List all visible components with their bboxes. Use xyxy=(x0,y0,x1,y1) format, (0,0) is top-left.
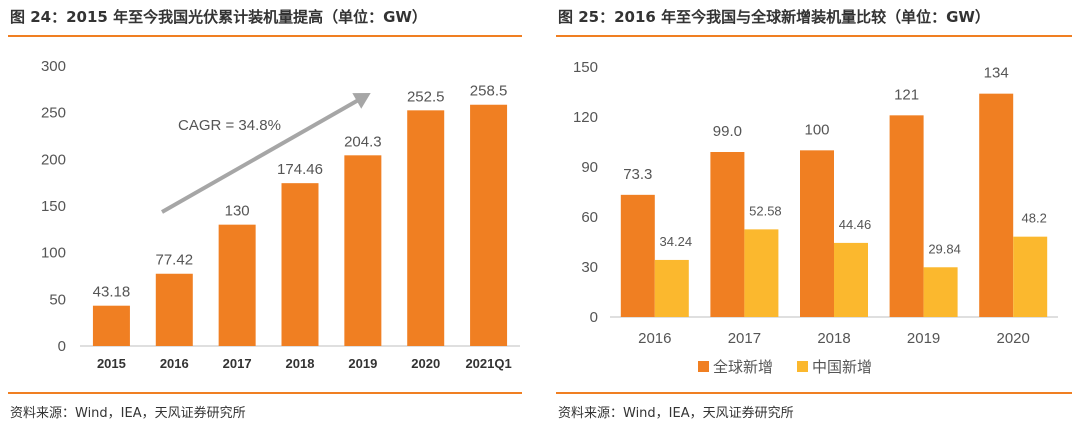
data-label: 77.42 xyxy=(156,252,194,269)
bar-global xyxy=(710,152,745,317)
chart-panel-new-installs: 图 25：2016 年至今我国与全球新增装机量比较（单位：GW） 0 30 60 90… xyxy=(548,0,1080,426)
y-tick-label: 30 xyxy=(581,259,598,276)
x-tick-label: 2016 xyxy=(160,356,189,371)
legend-swatch xyxy=(797,361,809,372)
chart-legend: 全球新增 中国新增 xyxy=(698,356,872,377)
data-label: 174.46 xyxy=(277,161,323,178)
data-label: 130 xyxy=(225,203,250,220)
data-label: 134 xyxy=(984,65,1009,82)
y-tick-label: 0 xyxy=(58,338,66,355)
data-label: 73.3 xyxy=(623,166,652,183)
data-label: 44.46 xyxy=(839,217,872,232)
data-label: 204.3 xyxy=(344,133,382,150)
legend-label: 中国新增 xyxy=(812,358,873,376)
data-label: 121 xyxy=(894,86,919,103)
x-tick-label: 2019 xyxy=(348,356,377,371)
bar-global xyxy=(620,194,655,317)
x-tick-label: 2017 xyxy=(223,356,252,371)
bar xyxy=(218,224,256,346)
legend-item: 中国新增 xyxy=(797,356,872,377)
bar-china xyxy=(1013,236,1048,317)
cagr-annotation: CAGR = 34.8% xyxy=(178,117,281,134)
bar-global xyxy=(889,115,924,317)
bar-china xyxy=(744,229,779,317)
bar xyxy=(281,183,319,346)
trend-arrow-icon xyxy=(161,96,363,214)
data-label: 99.0 xyxy=(713,123,742,140)
source-note: 资料来源：Wind，IEA，天风证券研究所 xyxy=(558,406,794,421)
data-label: 48.2 xyxy=(1022,211,1047,226)
y-tick-label: 300 xyxy=(41,58,66,75)
title-divider xyxy=(8,35,522,37)
y-tick-label: 100 xyxy=(41,245,66,262)
y-tick-label: 150 xyxy=(41,198,66,215)
x-tick-label: 2020 xyxy=(411,356,440,371)
x-tick-label: 2015 xyxy=(97,356,126,371)
data-label: 43.18 xyxy=(93,284,131,301)
bar-china xyxy=(654,259,689,317)
source-divider xyxy=(556,392,1072,394)
legend-swatch xyxy=(698,361,709,372)
x-tick-label: 2018 xyxy=(286,356,315,371)
new-installs-chart: 0 30 60 90 120 150 73.3 34.24 2016 99.0 52.58 2017 1… xyxy=(573,59,1058,347)
bar xyxy=(92,305,130,346)
y-tick-label: 0 xyxy=(590,309,598,326)
x-tick-label: 2019 xyxy=(907,330,940,347)
bar-global xyxy=(979,93,1014,318)
bar xyxy=(344,155,382,346)
y-tick-label: 60 xyxy=(581,209,598,226)
source-divider xyxy=(8,392,522,394)
arrow-head-icon xyxy=(352,93,371,109)
source-note: 资料来源：Wind，IEA，天风证券研究所 xyxy=(10,406,246,421)
data-label: 52.58 xyxy=(749,203,782,218)
title-divider xyxy=(556,35,1072,37)
y-tick-label: 50 xyxy=(49,291,66,308)
y-tick-label: 250 xyxy=(41,105,66,122)
x-tick-label: 2021Q1 xyxy=(465,356,511,371)
x-tick-label: 2016 xyxy=(638,330,671,347)
bar xyxy=(407,110,445,346)
data-label: 100 xyxy=(804,121,829,138)
data-label: 258.5 xyxy=(470,83,508,100)
bar-global xyxy=(800,150,834,317)
y-tick-label: 200 xyxy=(41,151,66,168)
bar-china xyxy=(834,242,868,317)
bar-china xyxy=(923,267,958,317)
chart-title: 图 25：2016 年至今我国与全球新增装机量比较（单位：GW） xyxy=(558,8,990,26)
data-label: 252.5 xyxy=(407,88,445,105)
chart-panel-cumulative: 图 24：2015 年至今我国光伏累计装机量提高（单位：GW） 0 50 100 15… xyxy=(0,0,530,426)
legend-item: 全球新增 xyxy=(698,356,773,377)
cumulative-capacity-chart: 0 50 100 150 200 250 300 43.18 2015 77.42 2016 130 2… xyxy=(41,58,520,371)
data-label: 34.24 xyxy=(660,234,693,249)
x-tick-label: 2017 xyxy=(728,330,761,347)
x-tick-label: 2020 xyxy=(997,330,1030,347)
data-label: 29.84 xyxy=(928,241,961,256)
bar xyxy=(470,104,508,346)
legend-label: 全球新增 xyxy=(713,358,774,376)
y-tick-label: 150 xyxy=(573,59,598,76)
y-tick-label: 90 xyxy=(581,159,598,176)
x-tick-label: 2018 xyxy=(817,330,850,347)
bar xyxy=(155,273,193,346)
chart-title: 图 24：2015 年至今我国光伏累计装机量提高（单位：GW） xyxy=(10,8,427,26)
y-tick-label: 120 xyxy=(573,109,598,126)
